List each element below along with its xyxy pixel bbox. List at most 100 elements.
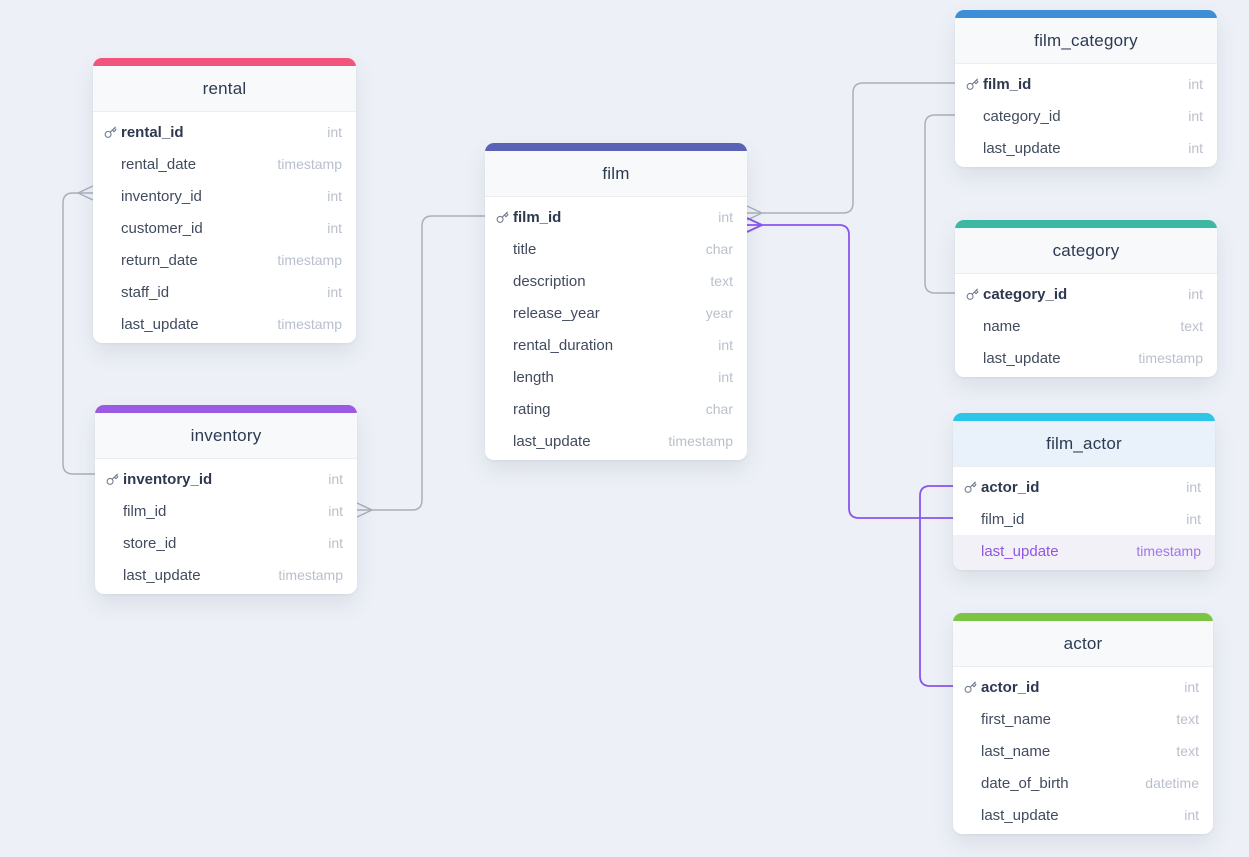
- table-title: actor: [1063, 633, 1103, 653]
- field-name: inventory_id: [121, 187, 202, 205]
- field-name: last_name: [981, 742, 1051, 760]
- field-row-category-name[interactable]: name text: [955, 310, 1217, 342]
- field-row-inventory-film_id[interactable]: film_id int: [95, 495, 357, 527]
- primary-key-icon: [106, 473, 119, 485]
- table-card-film[interactable]: film film_id int title char description …: [485, 143, 747, 460]
- field-row-inventory-inventory_id[interactable]: inventory_id int: [95, 463, 357, 495]
- table-header[interactable]: inventory: [95, 413, 357, 459]
- field-type: int: [327, 124, 342, 140]
- field-row-film_actor-film_id[interactable]: film_id int: [953, 503, 1215, 535]
- primary-key-icon: [966, 288, 979, 300]
- field-name: actor_id: [981, 478, 1040, 496]
- field-row-film-film_id[interactable]: film_id int: [485, 201, 747, 233]
- field-name: staff_id: [121, 283, 170, 301]
- table-card-rental[interactable]: rental rental_id int rental_date timesta…: [93, 58, 356, 343]
- table-title: film: [602, 163, 630, 183]
- field-row-actor-first_name[interactable]: first_name text: [953, 703, 1213, 735]
- field-row-film-length[interactable]: length int: [485, 361, 747, 393]
- field-row-film_actor-last_update[interactable]: last_update timestamp: [953, 535, 1215, 567]
- field-row-film-rating[interactable]: rating char: [485, 393, 747, 425]
- table-card-film_actor[interactable]: film_actor actor_id int film_id int last…: [953, 413, 1215, 570]
- field-row-film-description[interactable]: description text: [485, 265, 747, 297]
- table-header[interactable]: film: [485, 151, 747, 197]
- field-type: int: [1184, 807, 1199, 823]
- field-type: char: [705, 401, 733, 417]
- field-name: name: [983, 317, 1021, 335]
- field-row-actor-last_update[interactable]: last_update int: [953, 799, 1213, 831]
- field-row-film_actor-actor_id[interactable]: actor_id int: [953, 471, 1215, 503]
- table-accent-bar: [95, 405, 357, 413]
- field-row-inventory-last_update[interactable]: last_update timestamp: [95, 559, 357, 591]
- connector-film-film_actor[interactable]: [746, 217, 953, 519]
- field-name: last_update: [123, 566, 201, 584]
- field-row-actor-date_of_birth[interactable]: date_of_birth datetime: [953, 767, 1213, 799]
- field-row-film-release_year[interactable]: release_year year: [485, 297, 747, 329]
- connector-inventory-film[interactable]: [356, 215, 485, 518]
- field-name: category_id: [983, 107, 1061, 125]
- table-header[interactable]: film_category: [955, 18, 1217, 64]
- field-type: int: [718, 337, 733, 353]
- field-type: timestamp: [277, 252, 342, 268]
- field-row-rental-customer_id[interactable]: customer_id int: [93, 212, 356, 244]
- field-name: last_update: [981, 542, 1059, 560]
- field-row-rental-staff_id[interactable]: staff_id int: [93, 276, 356, 308]
- field-name: rental_duration: [513, 336, 614, 354]
- field-name: last_update: [983, 349, 1061, 367]
- connector-film_actor-actor[interactable]: [919, 485, 953, 687]
- field-name: return_date: [121, 251, 198, 269]
- connector-film-film_category[interactable]: [746, 82, 955, 221]
- field-type: int: [1188, 140, 1203, 156]
- table-field-list: rental_id int rental_date timestamp inve…: [93, 112, 356, 343]
- field-row-rental-return_date[interactable]: return_date timestamp: [93, 244, 356, 276]
- table-title: rental: [202, 78, 247, 98]
- table-header[interactable]: rental: [93, 66, 356, 112]
- table-field-list: category_id int name text last_update ti…: [955, 274, 1217, 377]
- field-type: int: [328, 471, 343, 487]
- field-type: int: [1188, 286, 1203, 302]
- field-type: int: [1188, 108, 1203, 124]
- field-name: actor_id: [981, 678, 1040, 696]
- field-name: description: [513, 272, 586, 290]
- table-accent-bar: [93, 58, 356, 66]
- field-row-film_category-category_id[interactable]: category_id int: [955, 100, 1217, 132]
- field-row-category-last_update[interactable]: last_update timestamp: [955, 342, 1217, 374]
- field-row-rental-inventory_id[interactable]: inventory_id int: [93, 180, 356, 212]
- field-row-inventory-store_id[interactable]: store_id int: [95, 527, 357, 559]
- table-card-film_category[interactable]: film_category film_id int category_id in…: [955, 10, 1217, 167]
- field-type: text: [1176, 743, 1199, 759]
- field-name: film_id: [123, 502, 167, 520]
- connector-rental-inventory[interactable]: [62, 185, 95, 475]
- table-header[interactable]: actor: [953, 621, 1213, 667]
- field-type: timestamp: [278, 567, 343, 583]
- table-accent-bar: [953, 613, 1213, 621]
- table-title: film_actor: [1046, 433, 1122, 453]
- table-header[interactable]: category: [955, 228, 1217, 274]
- field-row-category-category_id[interactable]: category_id int: [955, 278, 1217, 310]
- field-row-rental-rental_date[interactable]: rental_date timestamp: [93, 148, 356, 180]
- field-row-film_category-last_update[interactable]: last_update int: [955, 132, 1217, 164]
- field-type: timestamp: [277, 316, 342, 332]
- table-card-category[interactable]: category category_id int name text last_…: [955, 220, 1217, 377]
- primary-key-icon: [964, 681, 977, 693]
- field-name: last_update: [981, 806, 1059, 824]
- field-type: int: [1184, 679, 1199, 695]
- field-row-rental-last_update[interactable]: last_update timestamp: [93, 308, 356, 340]
- field-row-actor-last_name[interactable]: last_name text: [953, 735, 1213, 767]
- field-row-film-title[interactable]: title char: [485, 233, 747, 265]
- field-name: rental_date: [121, 155, 197, 173]
- field-name: customer_id: [121, 219, 203, 237]
- table-card-actor[interactable]: actor actor_id int first_name text last_…: [953, 613, 1213, 834]
- crow-foot-icon: [356, 502, 373, 518]
- field-name: first_name: [981, 710, 1052, 728]
- field-row-film_category-film_id[interactable]: film_id int: [955, 68, 1217, 100]
- field-row-rental-rental_id[interactable]: rental_id int: [93, 116, 356, 148]
- connector-film_category-category[interactable]: [924, 114, 955, 294]
- field-row-film-rental_duration[interactable]: rental_duration int: [485, 329, 747, 361]
- table-header[interactable]: film_actor: [953, 421, 1215, 467]
- field-row-film-last_update[interactable]: last_update timestamp: [485, 425, 747, 457]
- field-type: char: [705, 241, 733, 257]
- table-card-inventory[interactable]: inventory inventory_id int film_id int s…: [95, 405, 357, 594]
- field-row-actor-actor_id[interactable]: actor_id int: [953, 671, 1213, 703]
